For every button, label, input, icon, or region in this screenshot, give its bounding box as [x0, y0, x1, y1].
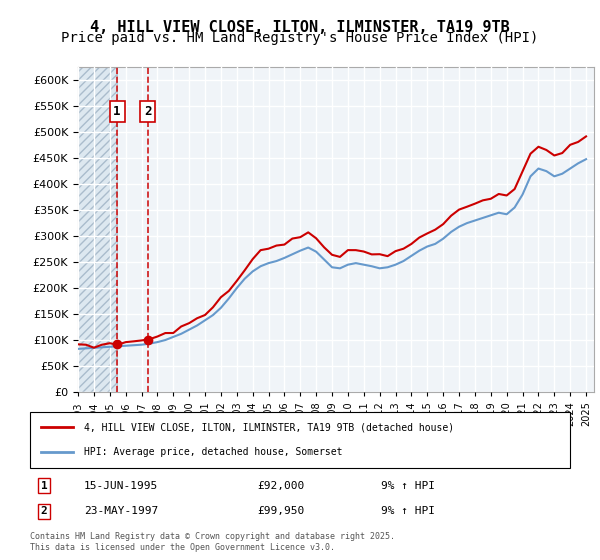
Text: 4, HILL VIEW CLOSE, ILTON, ILMINSTER, TA19 9TB: 4, HILL VIEW CLOSE, ILTON, ILMINSTER, TA…: [90, 20, 510, 35]
Text: 2: 2: [41, 506, 47, 516]
Text: HPI: Average price, detached house, Somerset: HPI: Average price, detached house, Some…: [84, 447, 343, 457]
Text: 9% ↑ HPI: 9% ↑ HPI: [381, 506, 435, 516]
Text: Contains HM Land Registry data © Crown copyright and database right 2025.
This d: Contains HM Land Registry data © Crown c…: [30, 532, 395, 552]
Text: 23-MAY-1997: 23-MAY-1997: [84, 506, 158, 516]
Text: £99,950: £99,950: [257, 506, 304, 516]
Text: 1: 1: [41, 480, 47, 491]
Text: £92,000: £92,000: [257, 480, 304, 491]
Bar: [78, 67, 117, 392]
Text: 1: 1: [113, 105, 121, 118]
Text: 4, HILL VIEW CLOSE, ILTON, ILMINSTER, TA19 9TB (detached house): 4, HILL VIEW CLOSE, ILTON, ILMINSTER, TA…: [84, 422, 454, 432]
Text: 15-JUN-1995: 15-JUN-1995: [84, 480, 158, 491]
FancyBboxPatch shape: [30, 412, 570, 468]
Text: 9% ↑ HPI: 9% ↑ HPI: [381, 480, 435, 491]
Text: Price paid vs. HM Land Registry's House Price Index (HPI): Price paid vs. HM Land Registry's House …: [61, 31, 539, 45]
Text: 2: 2: [144, 105, 151, 118]
